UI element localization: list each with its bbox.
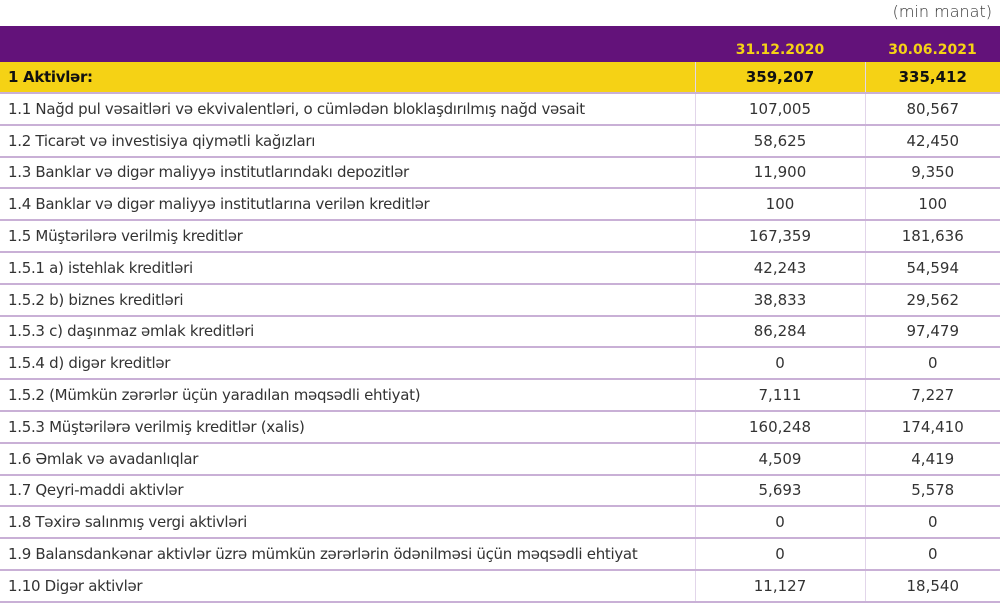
table-row: 1.3 Banklar və digər maliyyə institutlar… <box>0 156 1000 190</box>
table-row: 1.8 Təxirə salınmış vergi aktivləri 0 0 <box>0 506 1000 540</box>
row-value: 107,005 <box>694 93 865 126</box>
row-value: 97,479 <box>864 315 1000 349</box>
row-value: 9,350 <box>864 156 1000 190</box>
row-value: 359,207 <box>694 62 865 94</box>
row-value: 7,227 <box>864 379 1000 412</box>
row-value: 100 <box>694 188 865 222</box>
row-value: 4,419 <box>864 442 1000 476</box>
row-label: 1.5.2 b) biznes kreditləri <box>0 283 695 317</box>
row-value: 167,359 <box>694 220 865 253</box>
row-value: 335,412 <box>864 62 1000 94</box>
table-row: 1.5.4 d) digər kreditlər 0 0 <box>0 347 1000 381</box>
row-label: 1.4 Banklar və digər maliyyə institutlar… <box>0 188 695 222</box>
row-label: 1.5.1 a) istehlak kreditləri <box>0 251 695 285</box>
table-row: 1.4 Banklar və digər maliyyə institutlar… <box>0 188 1000 222</box>
row-label: 1.10 Digər aktivlər <box>0 569 695 603</box>
row-value: 29,562 <box>864 283 1000 317</box>
row-value: 0 <box>864 506 1000 540</box>
table-row: 1.5.2 b) biznes kreditləri 38,833 29,562 <box>0 283 1000 317</box>
table-row: 1.7 Qeyri-maddi aktivlər 5,693 5,578 <box>0 474 1000 508</box>
row-value: 0 <box>864 538 1000 571</box>
row-label: 1.5.4 d) digər kreditlər <box>0 347 695 381</box>
row-value: 86,284 <box>694 315 865 349</box>
row-label: 1.3 Banklar və digər maliyyə institutlar… <box>0 156 695 190</box>
row-value: 5,693 <box>694 474 865 508</box>
row-value: 38,833 <box>694 283 865 317</box>
row-value: 160,248 <box>694 410 865 444</box>
table-row: 1.6 Əmlak və avadanlıqlar 4,509 4,419 <box>0 442 1000 476</box>
row-value: 174,410 <box>864 410 1000 444</box>
assets-table: 31.12.2020 30.06.2021 1 Aktivlər: 359,20… <box>0 26 1000 603</box>
total-row: 1 Aktivlər: 359,207 335,412 <box>0 62 1000 94</box>
unit-label: (min manat) <box>892 2 992 21</box>
row-value: 0 <box>694 506 865 540</box>
row-label: 1.1 Nağd pul vəsaitləri və ekvivalentlər… <box>0 93 695 126</box>
row-label: 1.5.2 (Mümkün zərərlər üçün yaradılan mə… <box>0 379 695 412</box>
table-row: 1.2 Ticarət və investisiya qiymətli kağı… <box>0 124 1000 158</box>
row-label: 1.7 Qeyri-maddi aktivlər <box>0 474 695 508</box>
row-value: 0 <box>864 347 1000 381</box>
row-value: 181,636 <box>864 220 1000 253</box>
row-label: 1.2 Ticarət və investisiya qiymətli kağı… <box>0 124 695 158</box>
row-value: 0 <box>694 347 865 381</box>
table-row: 1.10 Digər aktivlər 11,127 18,540 <box>0 569 1000 603</box>
row-value: 100 <box>864 188 1000 222</box>
table-row: 1.5.3 c) daşınmaz əmlak kreditləri 86,28… <box>0 315 1000 349</box>
row-label: 1.5 Müştərilərə verilmiş kreditlər <box>0 220 695 253</box>
column-header: 31.12.2020 <box>695 26 865 62</box>
row-label: 1.6 Əmlak və avadanlıqlar <box>0 442 695 476</box>
header-label-cell <box>0 26 695 62</box>
table-row: 1.5.1 a) istehlak kreditləri 42,243 54,5… <box>0 251 1000 285</box>
row-value: 58,625 <box>694 124 865 158</box>
column-header: 30.06.2021 <box>865 26 1000 62</box>
table-row: 1.1 Nağd pul vəsaitləri və ekvivalentlər… <box>0 93 1000 126</box>
row-value: 11,900 <box>694 156 865 190</box>
row-value: 4,509 <box>694 442 865 476</box>
row-value: 11,127 <box>694 569 865 603</box>
table-row: 1.5 Müştərilərə verilmiş kreditlər 167,3… <box>0 220 1000 253</box>
row-value: 80,567 <box>864 93 1000 126</box>
row-label: 1 Aktivlər: <box>0 62 695 94</box>
row-label: 1.5.3 c) daşınmaz əmlak kreditləri <box>0 315 695 349</box>
row-value: 54,594 <box>864 251 1000 285</box>
row-value: 5,578 <box>864 474 1000 508</box>
table-row: 1.5.2 (Mümkün zərərlər üçün yaradılan mə… <box>0 379 1000 412</box>
table-row: 1.5.3 Müştərilərə verilmiş kreditlər (xa… <box>0 410 1000 444</box>
row-value: 0 <box>694 538 865 571</box>
table-row: 1.9 Balansdankənar aktivlər üzrə mümkün … <box>0 538 1000 571</box>
row-value: 42,450 <box>864 124 1000 158</box>
row-value: 18,540 <box>864 569 1000 603</box>
row-label: 1.8 Təxirə salınmış vergi aktivləri <box>0 506 695 540</box>
row-value: 7,111 <box>694 379 865 412</box>
row-label: 1.9 Balansdankənar aktivlər üzrə mümkün … <box>0 538 695 571</box>
row-value: 42,243 <box>694 251 865 285</box>
header-row: 31.12.2020 30.06.2021 <box>0 26 1000 62</box>
row-label: 1.5.3 Müştərilərə verilmiş kreditlər (xa… <box>0 410 695 444</box>
